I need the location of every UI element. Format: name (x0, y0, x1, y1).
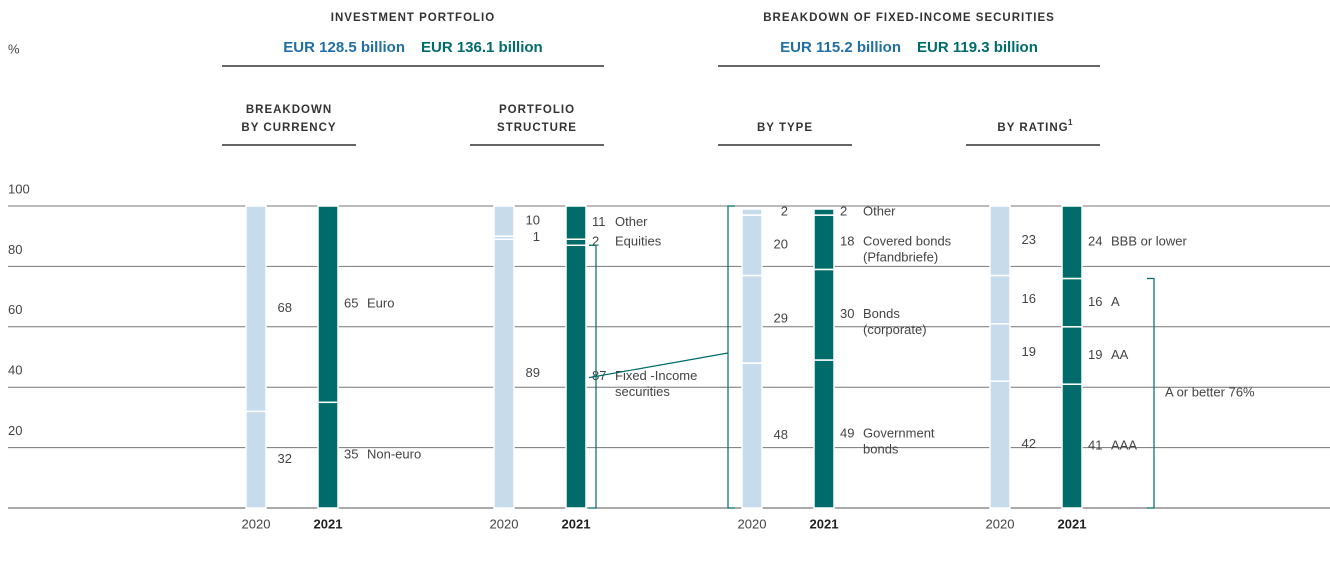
section-amount: EUR 115.2 billion (780, 39, 901, 56)
value-label: 18 (840, 234, 854, 249)
series-name: A (1111, 294, 1120, 309)
group-title: BY TYPE (757, 122, 813, 134)
section-title: INVESTMENT PORTFOLIO (331, 12, 495, 24)
value-label: 49 (840, 425, 854, 440)
value-label: 68 (278, 300, 292, 315)
series-name: Fixed -Income (615, 368, 697, 383)
value-label: 11 (592, 214, 606, 229)
series-name: AAA (1111, 438, 1137, 453)
bar-segment (989, 205, 1011, 277)
series-name: AA (1111, 347, 1129, 362)
series-name: Government (863, 425, 935, 440)
group-title: BY CURRENCY (241, 122, 336, 134)
y-tick-label: 20 (8, 423, 22, 438)
section-amount: EUR 128.5 billion (283, 39, 405, 56)
bar-segment (741, 274, 763, 364)
group-title: PORTFOLIO (499, 104, 575, 116)
bar-segment (565, 244, 587, 509)
connector (588, 352, 729, 379)
value-label: 2 (592, 234, 599, 249)
series-name: Covered bonds (863, 234, 952, 249)
series-name: bonds (863, 441, 899, 456)
bar-segment (565, 238, 587, 247)
value-label: 20 (774, 237, 788, 252)
bar-segment (1061, 326, 1083, 385)
bar-segment (317, 401, 339, 509)
value-label: 23 (1022, 232, 1036, 247)
series-name: Bonds (863, 306, 900, 321)
value-label: 16 (1022, 291, 1036, 306)
bar-segment (741, 208, 763, 216)
series-name: BBB or lower (1111, 234, 1188, 249)
group-title: BREAKDOWN (246, 104, 332, 116)
annotation: A or better 76% (1165, 385, 1255, 400)
value-label: 2 (840, 203, 847, 218)
year-label-bold: 2021 (562, 516, 591, 531)
value-label: 2 (781, 203, 788, 218)
bar-segment (1061, 277, 1083, 328)
y-tick-label: 40 (8, 363, 22, 378)
series-name: Other (863, 203, 896, 218)
value-label: 48 (774, 427, 788, 442)
bracket (1147, 277, 1155, 509)
bar-segment (493, 238, 515, 509)
bar-segment (989, 274, 1011, 325)
year-label: 2020 (490, 516, 519, 531)
series-name: Other (615, 214, 648, 229)
value-label: 19 (1022, 344, 1036, 359)
bar-segment (813, 214, 835, 271)
y-tick-label: 80 (8, 242, 22, 257)
y-tick-label: 60 (8, 302, 22, 317)
section-amount: EUR 119.3 billion (917, 39, 1038, 56)
bar-segment (813, 208, 835, 216)
series-name: (corporate) (863, 322, 927, 337)
year-label-bold: 2021 (1058, 516, 1087, 531)
series-name: Euro (367, 296, 394, 311)
value-label: 35 (344, 447, 358, 462)
value-label: 10 (526, 213, 540, 228)
bar-segment (565, 205, 587, 240)
bar-segment (245, 410, 267, 509)
year-label: 2020 (986, 516, 1015, 531)
value-label: 30 (840, 306, 854, 321)
value-label: 89 (526, 365, 540, 380)
footnote-mark: 1 (1068, 118, 1073, 127)
year-label-bold: 2021 (810, 516, 839, 531)
group-title: BY RATING (997, 122, 1068, 134)
bar-segment (493, 205, 515, 237)
value-label: 32 (278, 451, 292, 466)
bar-segment (1061, 205, 1083, 280)
series-name: Equities (615, 234, 662, 249)
bar-segment (317, 205, 339, 404)
year-label: 2020 (242, 516, 271, 531)
value-label: 24 (1088, 234, 1102, 249)
series-name: (Pfandbriefe) (863, 250, 938, 265)
bar-segment (1061, 383, 1083, 509)
series-name: securities (615, 384, 670, 399)
bar-segment (245, 205, 267, 413)
bar-segment (989, 380, 1011, 509)
bracket (727, 205, 735, 509)
value-label: 29 (774, 311, 788, 326)
value-label: 42 (1022, 436, 1036, 451)
section-amount: EUR 136.1 billion (421, 39, 543, 56)
value-label: 65 (344, 296, 358, 311)
value-label: 41 (1088, 438, 1102, 453)
bar-segment (741, 362, 763, 509)
y-tick-label: 100 (8, 181, 30, 196)
bar-segment (741, 214, 763, 277)
year-label: 2020 (738, 516, 767, 531)
year-label-bold: 2021 (314, 516, 343, 531)
group-title: STRUCTURE (497, 122, 577, 134)
bar-segment (989, 323, 1011, 382)
bar-segment (813, 268, 835, 361)
value-label: 16 (1088, 294, 1102, 309)
section-title: BREAKDOWN OF FIXED-INCOME SECURITIES (763, 12, 1055, 24)
series-name: Non-euro (367, 447, 421, 462)
value-label: 1 (533, 229, 540, 244)
y-axis-label: % (8, 41, 20, 56)
value-label: 19 (1088, 347, 1102, 362)
bar-segment (813, 359, 835, 509)
